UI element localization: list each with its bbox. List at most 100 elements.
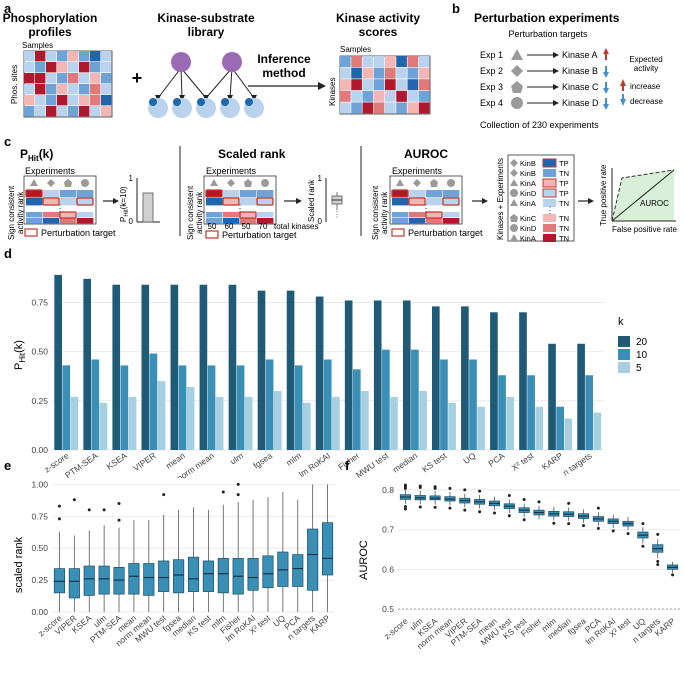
auroc-matrix: ⋮ (389, 175, 463, 225)
e-box (68, 568, 80, 599)
phospho-title-2: profiles (28, 25, 72, 39)
auroc-target-legend-label: Perturbation target (408, 228, 483, 238)
score-cell (351, 79, 362, 91)
e-y-tick-label: 0.75 (31, 511, 48, 521)
scaled-target-highlight (205, 189, 223, 198)
phit-target-highlight (42, 197, 60, 206)
scores-title-1: Kinase activity (336, 11, 420, 25)
phit-matrix: ⋮ (23, 175, 97, 225)
score-cell (340, 90, 351, 102)
d-bar (402, 300, 411, 450)
f-y-tick-label: 0.5 (382, 604, 394, 614)
phit-cell (26, 218, 43, 224)
phospho-cell (68, 62, 79, 73)
phit-cell (26, 198, 43, 206)
phospho-site-dot (197, 98, 205, 106)
score-cell (362, 56, 374, 67)
inference-arrowhead (318, 82, 326, 90)
experiment-label: Exp 2 (480, 66, 503, 76)
down-arrow-icon (603, 98, 609, 110)
e-outlier (102, 508, 106, 512)
score-cell (407, 67, 419, 79)
diamond-icon (227, 179, 235, 187)
phospho-cell (79, 51, 90, 62)
d-x-tick-label: KS test (420, 450, 449, 474)
d-legend-label: 20 (636, 337, 648, 348)
kinase-label: TP (559, 179, 569, 188)
d-bar (506, 396, 515, 450)
phospho-cell (57, 95, 68, 106)
phospho-cell (68, 84, 79, 95)
phit-target-legend-label: Perturbation target (41, 228, 116, 238)
score-cell (385, 90, 396, 102)
phit-sign-label-2: activity rank (16, 191, 25, 234)
pentagon-icon (430, 179, 438, 187)
e-box (262, 555, 274, 589)
network-edge (157, 67, 182, 99)
d-x-tick-label: KSEA (104, 450, 129, 471)
scaled-cell (240, 190, 257, 198)
d-x-tick-label: fgsea (251, 450, 274, 470)
roc-plot: True positive rate False positive rate A… (599, 164, 677, 234)
target-kinase-label: Kinase D (562, 98, 599, 108)
auroc-cell (392, 218, 409, 224)
panel-a: a Phosphorylation profiles Samples Phos.… (3, 1, 431, 118)
f-outlier (596, 506, 600, 510)
experiment-arrowhead (553, 52, 559, 58)
score-cell (373, 79, 385, 91)
kinase-name: KinB (520, 169, 536, 178)
experiment-label: Exp 4 (480, 98, 503, 108)
f-outlier (492, 511, 496, 515)
auroc-cell (392, 190, 409, 198)
d-bar (141, 284, 150, 450)
circle-icon (81, 179, 89, 187)
score-cell (351, 90, 362, 102)
circle-icon (447, 179, 455, 187)
kinase-score-cell (542, 188, 557, 198)
plus-sign: + (132, 68, 143, 88)
phospho-cell (35, 106, 46, 117)
e-outlier (72, 498, 76, 502)
diamond-icon (413, 179, 421, 187)
kinase-name: KinD (520, 224, 537, 233)
f-outlier (611, 529, 615, 533)
phit-mini-bar (142, 192, 154, 223)
f-outlier (463, 508, 467, 512)
d-x-tick-label: UQ (461, 450, 477, 466)
scores-samples-label: Samples (340, 45, 371, 54)
phit-target-legend-swatch (24, 228, 38, 237)
score-cell (418, 56, 430, 67)
kinase-list-ellipsis: ⋮ (546, 205, 555, 215)
kinase-substrate-network (148, 52, 264, 118)
down-arrow-icon (603, 66, 609, 78)
d-bar (527, 375, 535, 450)
panel-c: c PHit(k) Experiments Sign consistent ac… (4, 134, 677, 243)
scaled-cell (257, 218, 274, 224)
phospho-cell (57, 51, 68, 62)
kinases-experiments-label: Kinases + Experiments (496, 158, 505, 240)
triangle-icon (210, 179, 218, 186)
d-bar (373, 300, 382, 450)
phospho-cell (24, 51, 35, 62)
e-box (217, 558, 229, 594)
phospho-cell (79, 62, 90, 73)
scaled-mini-tick-0: 0 (318, 217, 323, 226)
phospho-cell (90, 84, 101, 95)
phospho-cell (90, 106, 101, 117)
e-box (113, 566, 125, 595)
triangle-icon (510, 179, 518, 186)
d-bar (332, 396, 340, 450)
scaled-cell (206, 198, 223, 206)
e-outlier (162, 493, 166, 497)
d-x-tick-label: PCA (486, 450, 506, 468)
d-bar (461, 306, 469, 450)
e-box (292, 554, 304, 587)
e-box (53, 568, 66, 594)
e-outlier (87, 508, 91, 512)
auroc-target-highlight (425, 211, 443, 219)
circle-icon (511, 97, 523, 109)
d-bar (112, 284, 121, 450)
diamond-icon (47, 179, 55, 187)
